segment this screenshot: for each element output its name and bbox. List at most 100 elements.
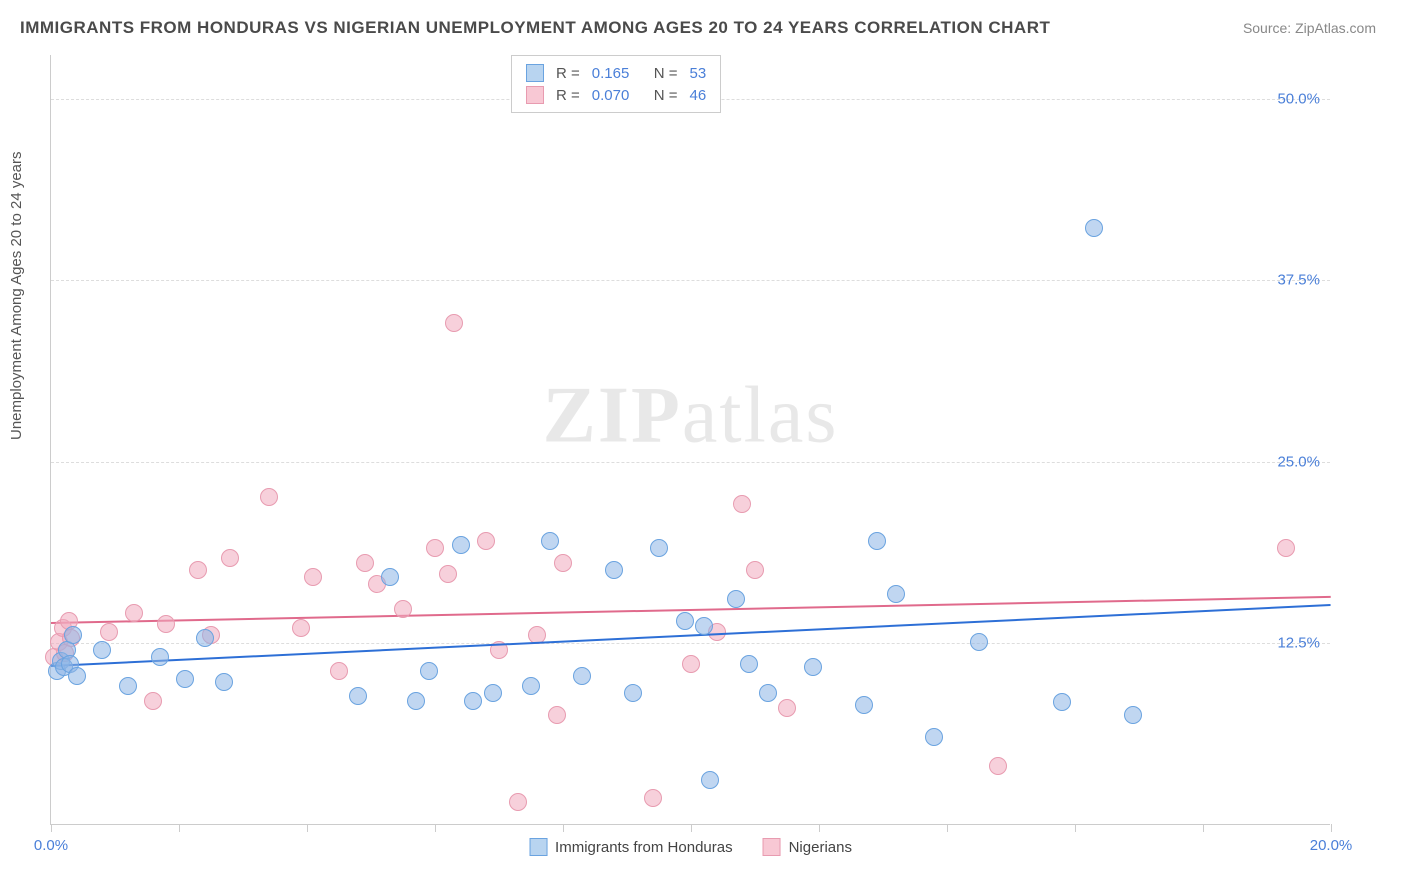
data-point-pink xyxy=(989,757,1007,775)
data-point-pink xyxy=(100,623,118,641)
data-point-blue xyxy=(151,648,169,666)
legend-top-row: R = 0.165 N = 53 xyxy=(526,62,706,84)
data-point-blue xyxy=(887,585,905,603)
legend-n-value: 53 xyxy=(690,65,707,82)
data-point-blue xyxy=(701,771,719,789)
x-tick xyxy=(1331,824,1332,832)
data-point-blue xyxy=(573,667,591,685)
x-tick xyxy=(1203,824,1204,832)
legend-n-label: N = xyxy=(654,65,678,82)
data-point-pink xyxy=(477,532,495,550)
data-point-pink xyxy=(439,565,457,583)
data-point-blue xyxy=(464,692,482,710)
data-point-blue xyxy=(1124,706,1142,724)
data-point-blue xyxy=(68,667,86,685)
x-tick-label-left: 0.0% xyxy=(34,837,68,854)
data-point-pink xyxy=(189,561,207,579)
data-point-blue xyxy=(650,539,668,557)
plot-area: ZIPatlas 12.5%25.0%37.5%50.0% 0.0%20.0% … xyxy=(50,55,1330,825)
legend-r-label: R = xyxy=(556,65,580,82)
data-point-blue xyxy=(420,662,438,680)
legend-swatch xyxy=(529,838,547,856)
y-axis-label: Unemployment Among Ages 20 to 24 years xyxy=(8,151,25,440)
data-point-pink xyxy=(221,549,239,567)
data-point-blue xyxy=(64,626,82,644)
data-point-pink xyxy=(746,561,764,579)
legend-r-label: R = xyxy=(556,87,580,104)
legend-bottom-item: Nigerians xyxy=(763,838,852,856)
data-point-pink xyxy=(778,699,796,717)
legend-series-label: Nigerians xyxy=(789,839,852,856)
data-point-blue xyxy=(855,696,873,714)
watermark-bold: ZIP xyxy=(543,372,682,460)
data-point-pink xyxy=(304,568,322,586)
data-point-blue xyxy=(804,658,822,676)
data-point-pink xyxy=(157,615,175,633)
data-point-blue xyxy=(452,536,470,554)
data-point-blue xyxy=(624,684,642,702)
data-point-blue xyxy=(484,684,502,702)
legend-n-label: N = xyxy=(654,87,678,104)
watermark-rest: atlas xyxy=(682,372,839,460)
grid-line xyxy=(51,643,1330,644)
data-point-blue xyxy=(349,687,367,705)
legend-swatch xyxy=(763,838,781,856)
data-point-pink xyxy=(554,554,572,572)
y-tick-label: 25.0% xyxy=(1277,453,1320,470)
chart-title: IMMIGRANTS FROM HONDURAS VS NIGERIAN UNE… xyxy=(20,18,1050,38)
data-point-pink xyxy=(644,789,662,807)
data-point-blue xyxy=(176,670,194,688)
data-point-blue xyxy=(970,633,988,651)
data-point-blue xyxy=(381,568,399,586)
data-point-blue xyxy=(759,684,777,702)
data-point-blue xyxy=(1085,219,1103,237)
x-tick xyxy=(307,824,308,832)
data-point-pink xyxy=(260,488,278,506)
x-tick xyxy=(51,824,52,832)
data-point-pink xyxy=(356,554,374,572)
data-point-pink xyxy=(682,655,700,673)
data-point-pink xyxy=(445,314,463,332)
legend-series-label: Immigrants from Honduras xyxy=(555,839,733,856)
x-tick-label-right: 20.0% xyxy=(1310,837,1353,854)
source-attribution: Source: ZipAtlas.com xyxy=(1243,20,1376,36)
y-tick-label: 12.5% xyxy=(1277,635,1320,652)
data-point-pink xyxy=(144,692,162,710)
data-point-blue xyxy=(727,590,745,608)
grid-line xyxy=(51,462,1330,463)
legend-bottom: Immigrants from Honduras Nigerians xyxy=(529,838,852,856)
data-point-pink xyxy=(426,539,444,557)
data-point-blue xyxy=(196,629,214,647)
data-point-blue xyxy=(676,612,694,630)
data-point-blue xyxy=(925,728,943,746)
data-point-blue xyxy=(522,677,540,695)
data-point-pink xyxy=(330,662,348,680)
legend-r-value: 0.165 xyxy=(592,65,642,82)
x-tick xyxy=(819,824,820,832)
grid-line xyxy=(51,280,1330,281)
data-point-pink xyxy=(125,604,143,622)
data-point-blue xyxy=(407,692,425,710)
data-point-blue xyxy=(93,641,111,659)
x-tick xyxy=(435,824,436,832)
legend-r-value: 0.070 xyxy=(592,87,642,104)
data-point-blue xyxy=(605,561,623,579)
legend-bottom-item: Immigrants from Honduras xyxy=(529,838,733,856)
data-point-blue xyxy=(1053,693,1071,711)
data-point-blue xyxy=(215,673,233,691)
data-point-pink xyxy=(292,619,310,637)
legend-n-value: 46 xyxy=(690,87,707,104)
data-point-pink xyxy=(394,600,412,618)
legend-swatch xyxy=(526,86,544,104)
data-point-blue xyxy=(695,617,713,635)
data-point-blue xyxy=(740,655,758,673)
data-point-pink xyxy=(733,495,751,513)
data-point-blue xyxy=(541,532,559,550)
x-tick xyxy=(947,824,948,832)
data-point-blue xyxy=(868,532,886,550)
data-point-pink xyxy=(548,706,566,724)
watermark: ZIPatlas xyxy=(543,371,839,462)
data-point-pink xyxy=(1277,539,1295,557)
x-tick xyxy=(1075,824,1076,832)
legend-top-row: R = 0.070 N = 46 xyxy=(526,84,706,106)
